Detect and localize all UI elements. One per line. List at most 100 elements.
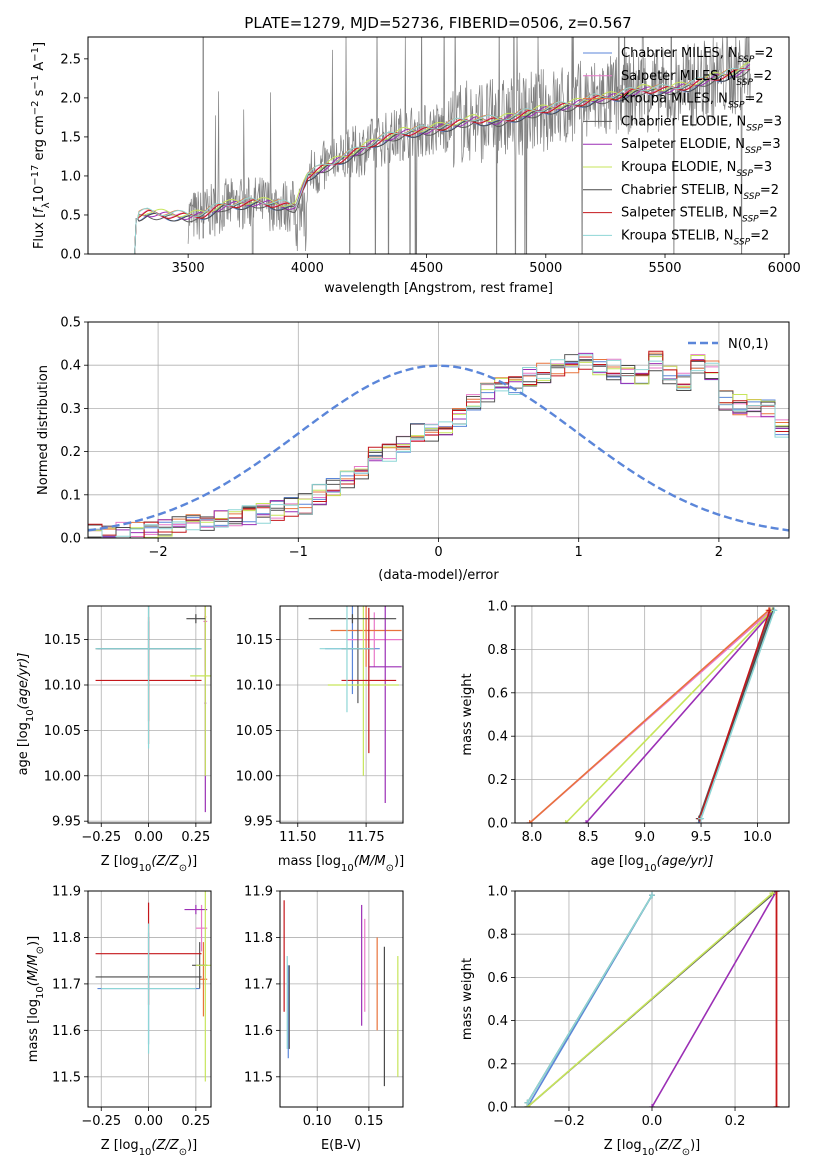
cum-marker-salpeter-stelib bbox=[773, 1104, 780, 1107]
hist-salpeter-miles bbox=[88, 354, 789, 537]
cum_age-ytick-label: 1.0 bbox=[487, 600, 508, 615]
spectrum-axes: 3500 4000 4500 5000 5500 6000 0.0 0.5 1.0 1.5 2.0 2… bbox=[60, 52, 800, 276]
residuals-ytick-label: 0.4 bbox=[60, 359, 81, 374]
age_vs_Z-xtick-label: 0.25 bbox=[181, 830, 210, 845]
legend-label-kroupa-elodie: Kroupa ELODIE, NSSP=3 bbox=[621, 160, 772, 179]
cum_Z-xtick-label: 0.0 bbox=[642, 1114, 663, 1129]
age_vs_mass-frame bbox=[279, 605, 404, 824]
residuals-ytick-label: 0.1 bbox=[60, 488, 81, 503]
age_vs_mass-ytick-label: 9.95 bbox=[244, 815, 273, 830]
mass_vs_Z-ytick-label: 11.7 bbox=[52, 977, 81, 992]
model-kroupa-elodie bbox=[126, 61, 751, 254]
spectrum-ytick-label: 1.0 bbox=[60, 169, 81, 184]
hist-chabrier-miles bbox=[88, 356, 789, 538]
mass_vs_Z-axes: −0.25 0.00 0.25 11.5 11.6 11.7 11.8 11.9 bbox=[52, 885, 211, 1129]
cum_age-ytick-label: 0.2 bbox=[487, 773, 508, 788]
spectrum-ytick-label: 0.5 bbox=[60, 208, 81, 223]
cum-marker-kroupa-stelib bbox=[649, 892, 655, 899]
cum-marker-kroupa-stelib bbox=[698, 815, 705, 822]
residuals-ytick-label: 0.2 bbox=[60, 445, 81, 460]
age_vs_mass-axes: 11.50 11.75 9.95 10.00 10.05 10.10 10.15 bbox=[236, 606, 403, 845]
cum-marker-salpeter-elodie bbox=[583, 820, 590, 823]
legend-label-salpeter-stelib: Salpeter STELIB, NSSP=2 bbox=[621, 206, 778, 225]
point-salpeter-stelib bbox=[341, 607, 397, 754]
hist-kroupa-elodie bbox=[88, 355, 789, 538]
cum-kroupa-elodie bbox=[526, 892, 773, 1107]
model-salpeter-elodie bbox=[126, 64, 751, 254]
legend-label-kroupa-miles: Kroupa MILES, NSSP=2 bbox=[621, 92, 764, 111]
age-vs-z-ylabel: age [log10(age/yr)] bbox=[16, 653, 36, 776]
point-salpeter-elodie bbox=[184, 904, 208, 915]
age_vs_Z-ytick-label: 10.10 bbox=[44, 678, 81, 693]
spectrum-xtick-label: 4500 bbox=[410, 261, 443, 276]
point-kroupa-stelib bbox=[101, 923, 196, 1054]
residuals-xtick-label: 0 bbox=[434, 545, 442, 560]
cum_Z-ytick-label: 1.0 bbox=[487, 885, 508, 900]
mass_vs_Z-ytick-label: 11.6 bbox=[52, 1024, 81, 1039]
cum_age-ytick-label: 0.4 bbox=[487, 730, 508, 745]
observed-spectrum bbox=[187, 37, 751, 254]
age_vs_Z-ytick-label: 10.00 bbox=[44, 769, 81, 784]
cum_age-xtick-label: 9.0 bbox=[634, 830, 655, 845]
legend-label-chabrier-miles: Chabrier MILES, NSSP=2 bbox=[621, 46, 773, 65]
residuals-xtick-label: 1 bbox=[575, 545, 583, 560]
cum_Z-xtick-label: −0.2 bbox=[553, 1114, 585, 1129]
mass_vs_ebv-ytick-label: 11.9 bbox=[244, 885, 273, 900]
spectrum-ytick-label: 2.5 bbox=[60, 52, 81, 67]
point-kroupa-stelib bbox=[95, 606, 202, 749]
mass_vs_ebv-ytick-label: 11.7 bbox=[244, 977, 273, 992]
residuals-xtick-label: −2 bbox=[149, 545, 168, 560]
model-kroupa-stelib bbox=[126, 67, 751, 254]
cum_Z-ytick-label: 0.4 bbox=[487, 1014, 508, 1029]
spectrum-xtick-label: 5500 bbox=[648, 261, 681, 276]
residuals-ytick-label: 0.5 bbox=[60, 316, 81, 331]
legend-label-chabrier-stelib: Chabrier STELIB, NSSP=2 bbox=[621, 183, 779, 202]
cum-kroupa-elodie bbox=[565, 609, 773, 823]
cum-z-xlabel: Z [log10(Z/Z⊙)] bbox=[604, 1138, 700, 1158]
cum_age-ylabel: mass weight bbox=[460, 673, 475, 755]
age_vs_mass-xtick-label: 11.50 bbox=[279, 830, 316, 845]
cum-marker-kroupa-stelib bbox=[524, 1099, 531, 1106]
legend-label-salpeter-miles: Salpeter MILES, NSSP=2 bbox=[621, 69, 772, 88]
cum_Z-ytick-label: 0.2 bbox=[487, 1057, 508, 1072]
spectrum-ylabel: Flux [fλ10−17 erg cm−2 s−1 A−1] bbox=[30, 42, 52, 249]
age_vs_Z-ytick-label: 9.95 bbox=[52, 815, 81, 830]
mass_vs_Z-ytick-label: 11.8 bbox=[52, 931, 81, 946]
cum_age-frame bbox=[514, 605, 790, 824]
cum-kroupa-miles bbox=[529, 609, 770, 823]
point-salpeter-miles bbox=[346, 612, 402, 667]
point-kroupa-elodie bbox=[190, 606, 211, 776]
normal-curve bbox=[88, 364, 789, 532]
cum-age-xlabel: age [log10(age/yr)] bbox=[591, 854, 714, 874]
point-kroupa-elodie bbox=[327, 606, 399, 776]
cum_Z-ylabel: mass weight bbox=[460, 958, 475, 1040]
point-chabrier-stelib bbox=[186, 614, 206, 624]
age_vs_Z-ytick-label: 10.15 bbox=[44, 633, 81, 648]
spectrum-ytick-label: 1.5 bbox=[60, 130, 81, 145]
hist-kroupa-miles bbox=[88, 352, 789, 538]
cum-marker-salpeter-elodie bbox=[649, 1104, 655, 1107]
cum_Z-ytick-label: 0.8 bbox=[487, 928, 508, 943]
age_vs_mass-ytick-label: 10.05 bbox=[236, 724, 273, 739]
mass_vs_ebv-xtick-label: 0.15 bbox=[354, 1114, 383, 1129]
figure-title: PLATE=1279, MJD=52736, FIBERID=0506, z=0… bbox=[244, 14, 631, 32]
residuals-xtick-label: −1 bbox=[289, 545, 308, 560]
spectrum-xtick-label: 6000 bbox=[768, 261, 801, 276]
cum-salpeter-stelib bbox=[699, 610, 771, 819]
residuals-xtick-label: 2 bbox=[715, 545, 723, 560]
cum_age-xtick-label: 10.0 bbox=[743, 830, 772, 845]
age_vs_mass-ytick-label: 10.10 bbox=[236, 678, 273, 693]
mass_vs_ebv-axes: 0.10 0.15 11.5 11.6 11.7 11.8 11.9 bbox=[244, 885, 403, 1129]
residuals-xlabel: (data-model)/error bbox=[378, 568, 499, 583]
hist-salpeter-elodie bbox=[88, 352, 789, 538]
cum-salpeter-elodie bbox=[585, 609, 774, 823]
age_vs_Z-frame bbox=[87, 605, 212, 824]
age_vs_mass-ytick-label: 10.00 bbox=[236, 769, 273, 784]
age_vs_mass-ytick-label: 10.15 bbox=[236, 633, 273, 648]
residuals-ytick-label: 0.0 bbox=[60, 532, 81, 547]
hist-chabrier-stelib bbox=[88, 360, 789, 538]
residuals-ylabel: Normed distribution bbox=[36, 365, 51, 495]
cum-kroupa-stelib bbox=[700, 610, 776, 819]
cum-marker-kroupa-elodie bbox=[562, 820, 569, 823]
spectrum-frame bbox=[87, 36, 790, 255]
